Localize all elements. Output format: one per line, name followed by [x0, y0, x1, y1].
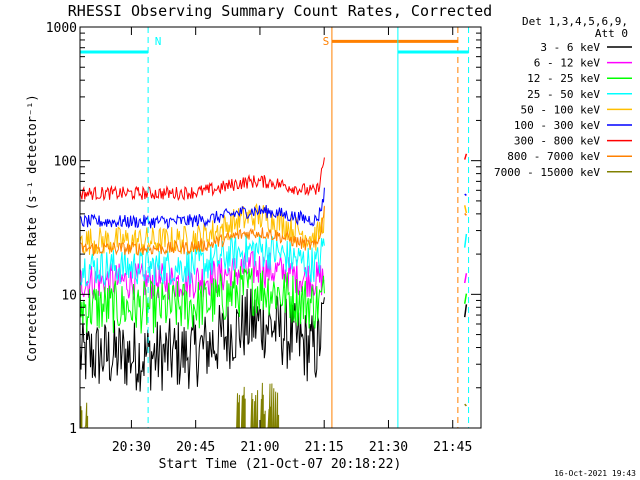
series-line-resumed [463, 273, 468, 284]
series-line-resumed [464, 403, 467, 407]
series-line [79, 382, 325, 429]
y-tick-label: 10 [61, 288, 77, 303]
y-tick-label: 100 [54, 155, 77, 170]
x-axis-label: Start Time (21-Oct-07 20:18:22) [159, 457, 402, 472]
legend-entry-label: 800 - 7000 keV [507, 150, 600, 163]
series-line [79, 205, 325, 256]
series-line [79, 266, 325, 334]
series-line-resumed [463, 153, 468, 160]
timestamp: 16-Oct-2021 19:43 [554, 469, 636, 478]
x-tick-label: 21:00 [240, 440, 279, 455]
series-line [79, 288, 325, 392]
series-line [79, 157, 325, 202]
legend: Det 1,3,4,5,6,9,Att 03 - 6 keV 6 - 12 keV… [494, 15, 632, 179]
series-line-resumed [464, 212, 467, 216]
legend-entry-label: 300 - 800 keV [514, 135, 600, 148]
legend-entry-label: 7000 - 15000 keV [494, 166, 600, 179]
x-tick-label: 21:30 [369, 440, 408, 455]
series-line-resumed [463, 293, 468, 304]
y-tick-label: 1 [69, 422, 77, 437]
flag-label: S [323, 35, 330, 48]
plot-frame [79, 26, 482, 429]
x-axis: 20:30 20:45 21:00 21:15 21:30 21:45 [112, 27, 472, 455]
series-line [79, 187, 325, 230]
series-line-resumed [464, 193, 467, 196]
x-tick-label: 21:45 [433, 440, 472, 455]
x-tick-label: 20:30 [112, 440, 151, 455]
x-tick-label: 21:15 [305, 440, 344, 455]
y-axis: 1 10 100 1000 [46, 21, 481, 437]
series-line [79, 203, 325, 256]
flag-label: N [155, 35, 162, 48]
y-axis-label: Corrected Count Rate (s⁻¹ detector⁻¹) [25, 94, 39, 361]
series-line [79, 233, 325, 287]
legend-entry-label: 6 - 12 keV [534, 57, 601, 70]
series-line-resumed [463, 304, 468, 318]
legend-header: Att 0 [595, 27, 628, 40]
legend-header: Det 1,3,4,5,6,9, [522, 15, 628, 28]
legend-entry-label: 3 - 6 keV [540, 41, 600, 54]
legend-entry-label: 100 - 300 keV [514, 119, 600, 132]
series-line-resumed [463, 205, 468, 214]
legend-entry-label: 50 - 100 keV [521, 103, 601, 116]
series-line-resumed [463, 233, 468, 248]
series-layer [79, 153, 468, 429]
y-tick-label: 1000 [46, 21, 77, 36]
legend-entry-label: 12 - 25 keV [527, 72, 600, 85]
legend-entry-label: 25 - 50 keV [527, 88, 600, 101]
x-tick-label: 20:45 [176, 440, 215, 455]
chart-title: RHESSI Observing Summary Count Rates, Co… [68, 2, 492, 20]
